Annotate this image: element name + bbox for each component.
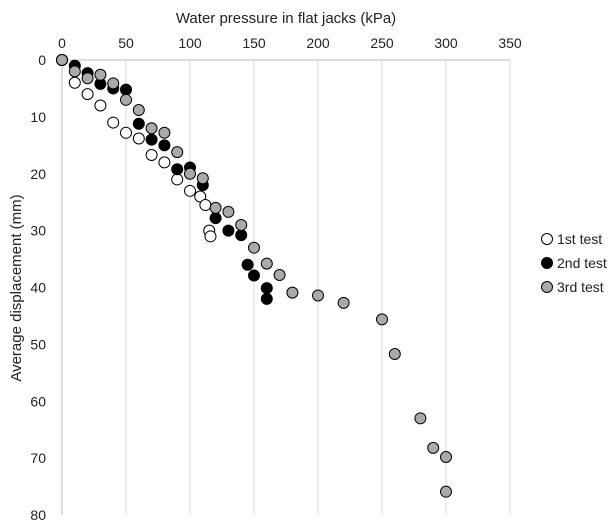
data-point [107, 77, 120, 90]
data-point [145, 148, 158, 161]
data-point [68, 65, 81, 78]
legend-marker-3 [541, 281, 553, 293]
data-point [241, 258, 254, 271]
data-points [56, 54, 452, 498]
data-point [107, 116, 120, 129]
data-point [132, 132, 145, 145]
data-point [260, 257, 273, 270]
data-point [158, 139, 171, 152]
data-point [440, 450, 452, 463]
data-point [427, 441, 440, 454]
x-tick-label-0: 0 [58, 35, 66, 51]
data-point [248, 241, 260, 254]
x-tick-label-100: 100 [178, 35, 202, 51]
legend-marker-2 [541, 257, 553, 269]
data-point [132, 117, 145, 130]
data-point [235, 229, 248, 242]
data-point [171, 173, 184, 186]
y-tick-label-30: 30 [30, 223, 46, 239]
x-tick-label-50: 50 [118, 35, 134, 51]
legend-label-3: 3rd test [557, 279, 604, 295]
data-point [158, 126, 171, 139]
data-point [196, 172, 209, 185]
data-point [414, 412, 427, 425]
legend: 1st test 2nd test 3rd test [541, 231, 607, 295]
data-point [94, 99, 107, 112]
data-point [209, 212, 222, 225]
data-point [81, 72, 94, 85]
data-point [158, 156, 171, 169]
data-point [273, 268, 286, 281]
legend-label-1: 1st test [557, 231, 602, 247]
data-point [248, 269, 260, 282]
data-point [81, 88, 94, 101]
data-point [204, 230, 217, 243]
data-point [184, 167, 196, 180]
x-tick-label-350: 350 [498, 35, 522, 51]
y-axis-title: Average displacement (mm) [8, 194, 25, 381]
data-point [440, 485, 452, 498]
x-tick-label-200: 200 [306, 35, 330, 51]
data-point [171, 146, 184, 159]
data-point [120, 83, 132, 96]
x-tick-label-150: 150 [242, 35, 266, 51]
legend-marker-1 [541, 233, 553, 245]
x-tick-labels: 0 50 100 150 200 250 300 350 [58, 35, 522, 51]
data-point [145, 122, 158, 135]
data-point [376, 313, 388, 326]
data-point [222, 224, 235, 237]
data-point [94, 68, 107, 81]
y-tick-label-70: 70 [30, 450, 46, 466]
data-point [286, 286, 299, 299]
y-tick-label-0: 0 [38, 52, 46, 68]
y-tick-label-80: 80 [30, 507, 46, 521]
y-tick-label-50: 50 [30, 336, 46, 352]
data-point [260, 292, 273, 305]
y-tick-label-10: 10 [30, 109, 46, 125]
y-tick-label-60: 60 [30, 393, 46, 409]
data-point [260, 282, 273, 295]
x-axis-title: Water pressure in flat jacks (kPa) [176, 10, 396, 27]
y-tick-label-40: 40 [30, 280, 46, 296]
data-point [388, 348, 401, 361]
legend-label-2: 2nd test [557, 255, 607, 271]
data-point [171, 163, 184, 176]
x-tick-label-250: 250 [370, 35, 394, 51]
x-tick-label-300: 300 [434, 35, 458, 51]
data-point [199, 199, 212, 212]
data-point [312, 289, 324, 302]
data-point [235, 218, 248, 231]
data-point [222, 205, 235, 218]
data-point [337, 296, 350, 309]
data-point [68, 76, 81, 89]
series-3 [56, 54, 452, 498]
data-point [132, 104, 145, 117]
data-point [209, 201, 222, 214]
data-point [184, 184, 196, 197]
data-point [120, 126, 132, 139]
data-point [56, 54, 68, 66]
y-tick-label-20: 20 [30, 166, 46, 182]
data-point [145, 133, 158, 146]
y-tick-labels: 0 10 20 30 40 50 60 70 80 [30, 52, 46, 521]
data-point [120, 93, 132, 106]
